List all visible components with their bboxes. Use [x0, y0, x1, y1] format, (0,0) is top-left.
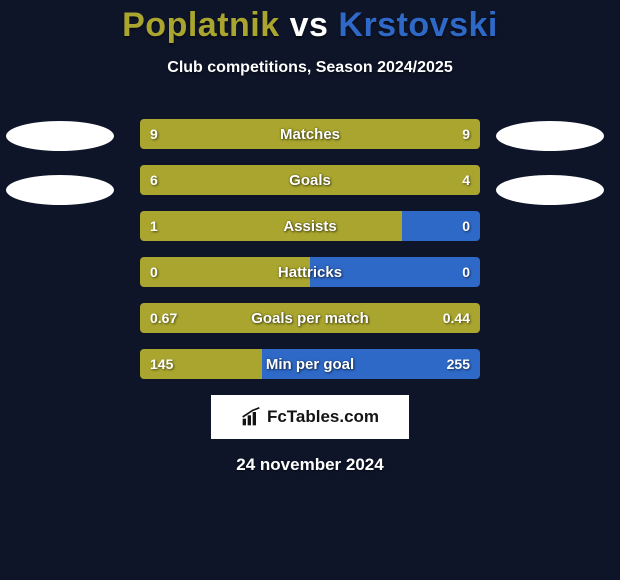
brand-chart-icon [241, 407, 261, 427]
stat-label: Min per goal [140, 349, 480, 379]
player2-club-badge [496, 175, 604, 205]
comparison-title: Poplatnik vs Krstovski [0, 0, 620, 45]
brand-text: FcTables.com [267, 407, 379, 427]
snapshot-date: 24 november 2024 [0, 455, 620, 475]
stat-row: 00Hattricks [140, 257, 480, 287]
subtitle: Club competitions, Season 2024/2025 [0, 59, 620, 77]
stat-row: 99Matches [140, 119, 480, 149]
stat-row: 0.670.44Goals per match [140, 303, 480, 333]
player2-name: Krstovski [338, 6, 497, 44]
stat-label: Hattricks [140, 257, 480, 287]
stat-label: Goals [140, 165, 480, 195]
stat-label: Matches [140, 119, 480, 149]
player1-club-badge [6, 175, 114, 205]
brand-badge: FcTables.com [211, 395, 409, 439]
player1-name: Poplatnik [122, 6, 280, 44]
stats-chart: 99Matches 64Goals 10Assists 00Hattricks 0.67… [140, 119, 480, 379]
stat-row: 145255Min per goal [140, 349, 480, 379]
stat-label: Assists [140, 211, 480, 241]
player2-club-badge [496, 121, 604, 151]
stat-label: Goals per match [140, 303, 480, 333]
player1-club-badge [6, 121, 114, 151]
stat-row: 64Goals [140, 165, 480, 195]
vs-text: vs [290, 6, 329, 44]
stat-row: 10Assists [140, 211, 480, 241]
